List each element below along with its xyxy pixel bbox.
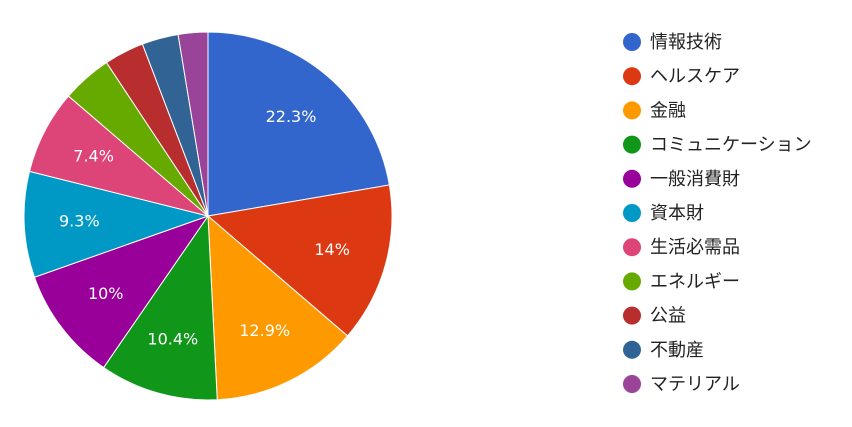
slice-label: 7.4% [73,146,114,165]
slice-label: 10% [88,284,124,303]
slice-label: 22.3% [266,107,317,126]
pie-slice [206,184,393,337]
legend-marker [623,340,641,359]
legend-marker [623,67,641,86]
legend-marker [623,169,641,188]
legend-label: ヘルスケア [650,66,740,87]
legend-marker [623,204,641,222]
pie-slice [23,170,210,278]
legend-label: エネルギー [650,271,740,292]
legend-label: 金融 [650,100,686,121]
slice-label: 10.4% [147,329,198,348]
legend-label: 一般消費財 [650,169,740,190]
pie-slice [33,215,210,369]
pie-slice [177,31,209,217]
legend-marker [623,33,641,51]
slice-label: 14% [314,240,350,259]
legend-marker [623,375,641,393]
legend-label: 不動産 [650,340,704,361]
legend-label: 生活必需品 [650,237,740,258]
pie-slice [207,214,349,401]
legend-label: 資本財 [650,203,704,224]
legend-label: コミュニケーション [650,135,812,156]
pie-slice [207,31,390,217]
legend-marker [623,238,641,257]
legend-label: 公益 [650,306,686,327]
legend-marker [623,272,641,291]
legend-marker [623,306,641,325]
slice-label: 9.3% [59,212,100,231]
legend-label: マテリアル [650,374,740,395]
legend-marker [623,101,641,120]
legend-marker [623,135,641,154]
legend-label: 情報技術 [650,32,722,53]
slice-label: 12.9% [239,321,290,340]
pie-slice [102,214,218,401]
